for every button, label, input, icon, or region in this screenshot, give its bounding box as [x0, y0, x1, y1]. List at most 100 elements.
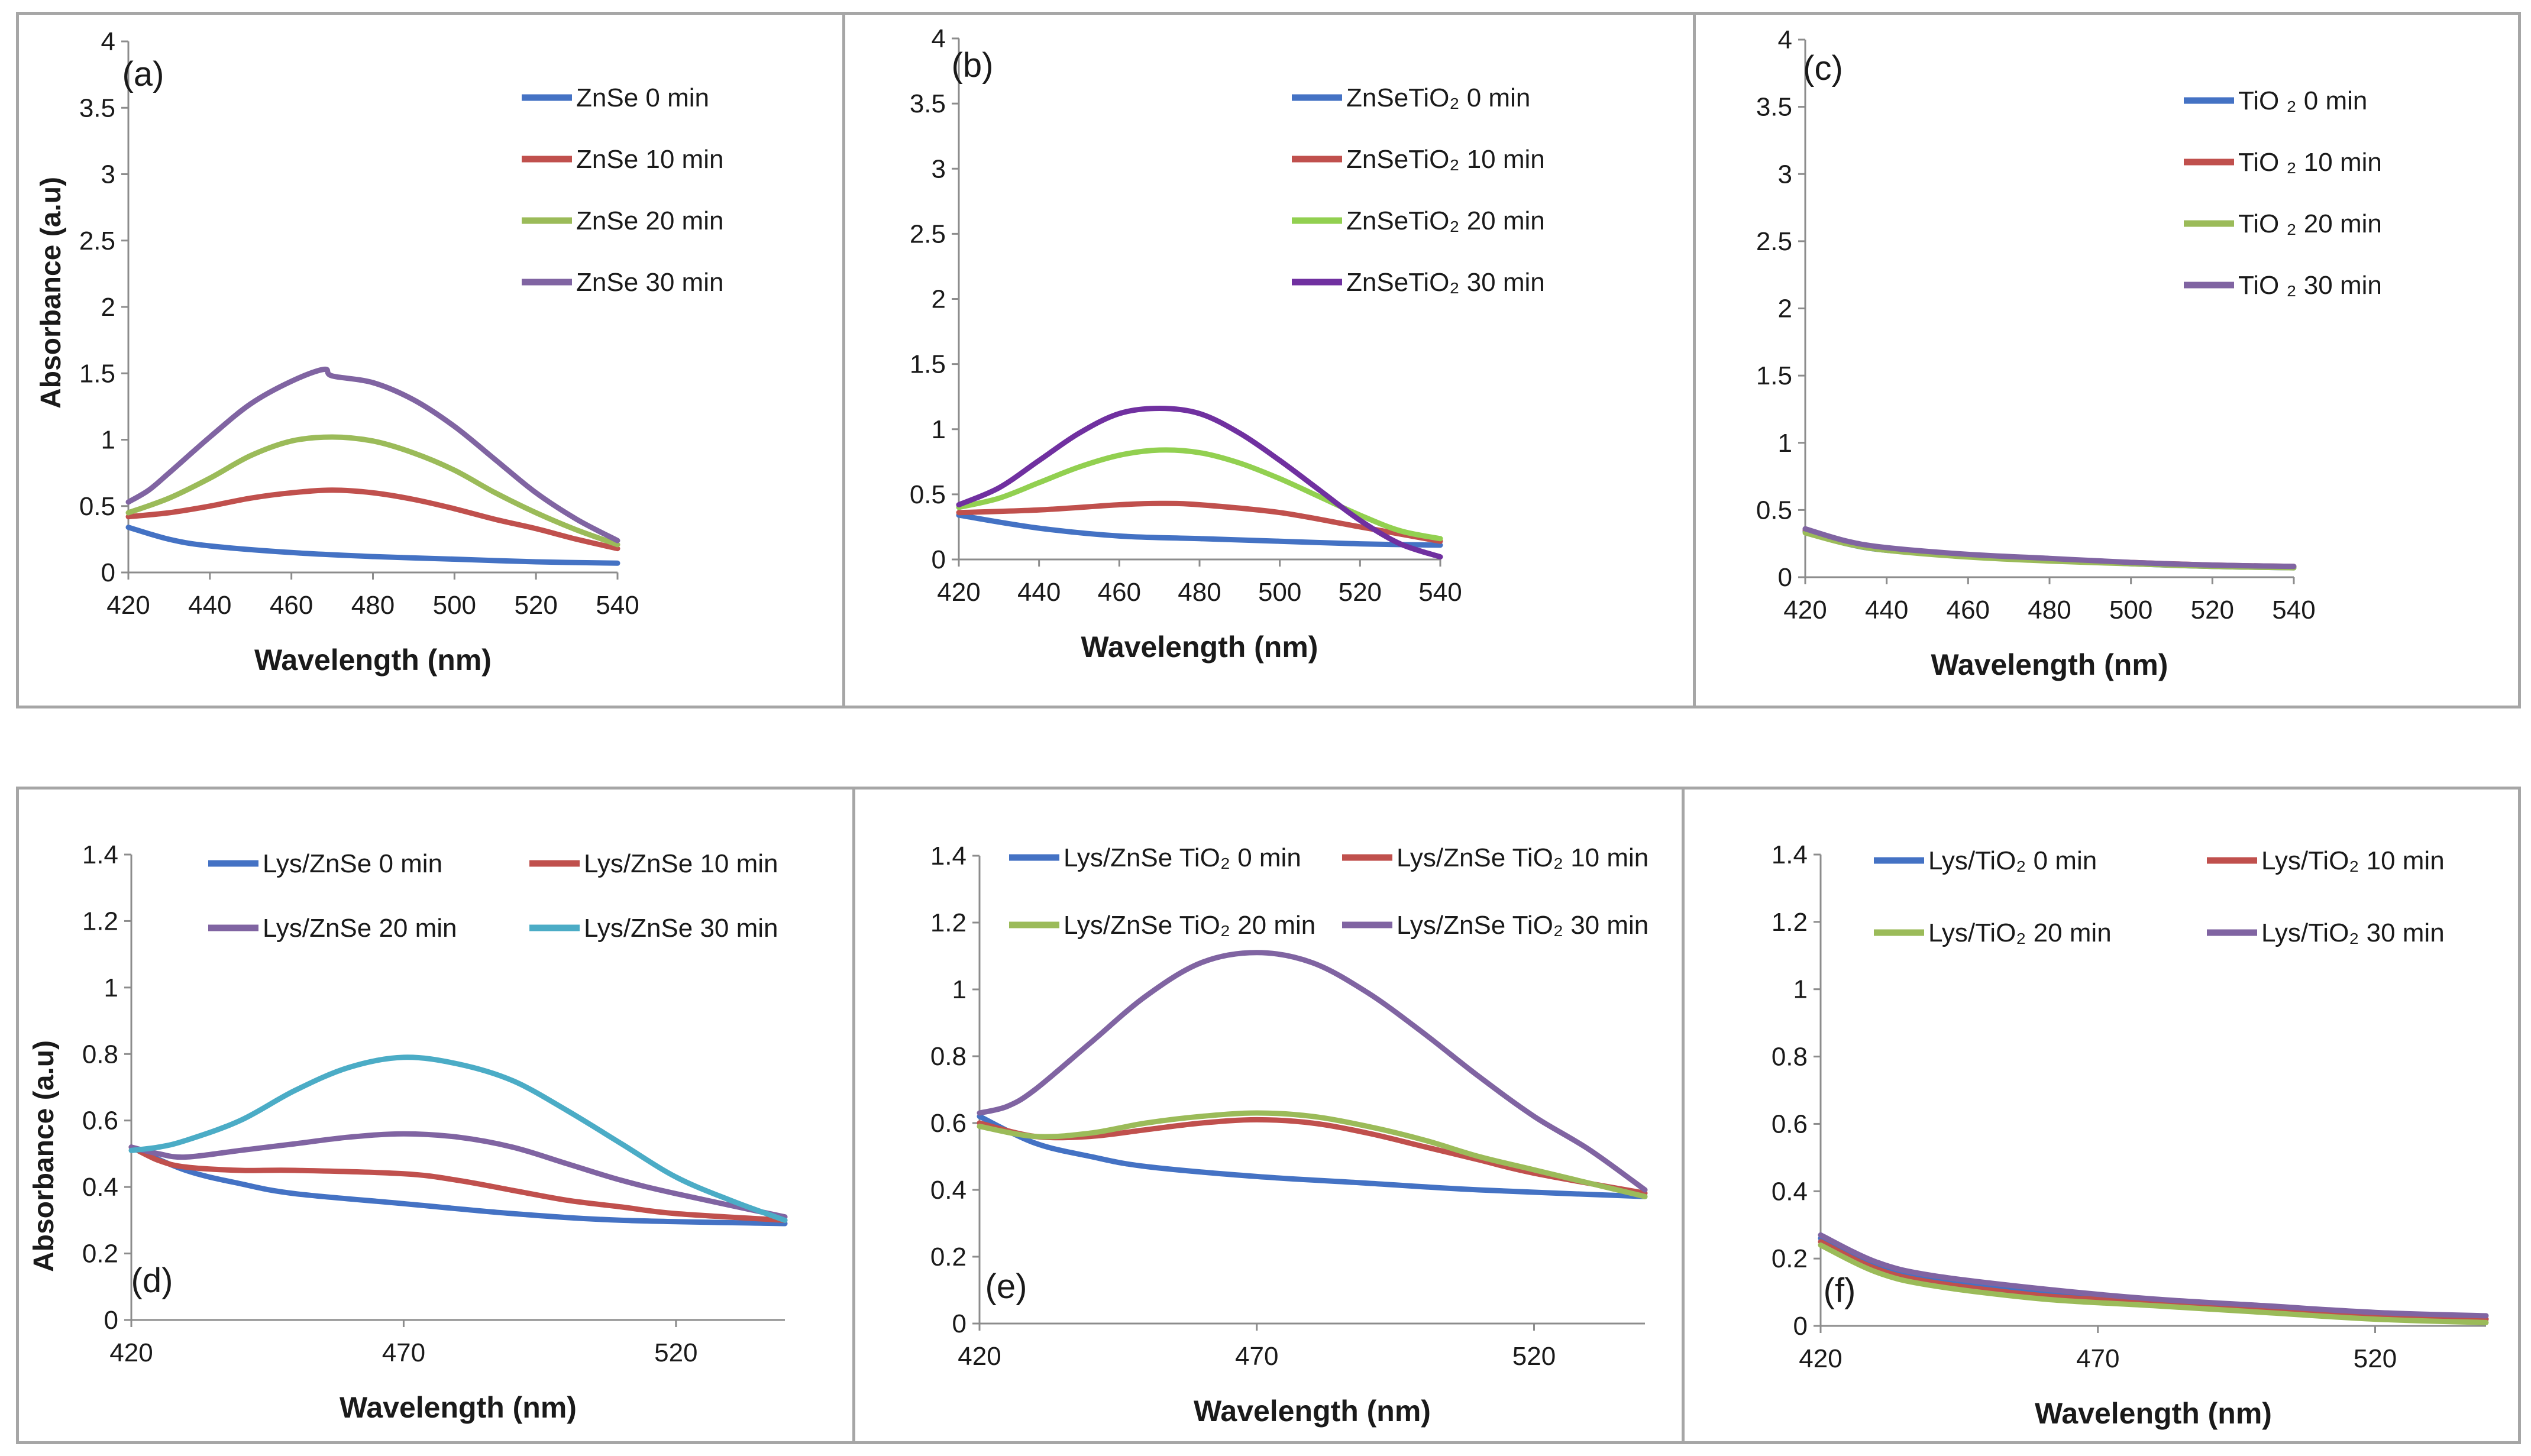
series-line-2 [956, 500, 1443, 544]
y-axis-title: Absorbance (a.u) [28, 1040, 60, 1272]
y-tick-label: 3 [932, 154, 946, 183]
legend-label-2: TiO ₂ 10 min [2238, 148, 2382, 177]
y-tick-label: 1.4 [930, 842, 967, 871]
y-tick-label: 1 [1793, 975, 1808, 1004]
y-tick-label: 0.4 [1772, 1177, 1808, 1206]
y-tick-label: 0.6 [82, 1106, 118, 1135]
y-tick-label: 0.8 [930, 1042, 967, 1071]
legend-label-3: Lys/ZnSe 20 min [263, 914, 457, 943]
chart-panel-d: 0 0.2 0.4 0.6 0.8 1 1.2 1.4 420 470 520 Wavelength … [16, 787, 856, 1444]
series-line-2 [977, 1117, 1648, 1196]
y-tick-label: 1.5 [79, 359, 115, 388]
panel-label: (d) [131, 1261, 173, 1300]
panel-label: (b) [952, 46, 994, 85]
series-line-3 [1802, 530, 2297, 571]
legend-label-2: ZnSeTiO₂ 10 min [1346, 145, 1545, 174]
legend-label-4: ZnSeTiO₂ 30 min [1346, 268, 1545, 297]
panel-label: (c) [1803, 49, 1843, 88]
legend-label-1: TiO ₂ 0 min [2238, 86, 2367, 115]
y-tick-label: 2 [101, 293, 115, 322]
x-axis-title: Wavelength (nm) [1194, 1394, 1431, 1428]
legend-label-3: ZnSe 20 min [576, 206, 723, 235]
legend-label-1: Lys/ZnSe 0 min [263, 849, 442, 878]
y-tick-label: 4 [932, 24, 946, 53]
y-tick-label: 1.5 [910, 350, 946, 379]
series-line-4 [125, 366, 620, 543]
y-tick-label: 1.2 [930, 908, 967, 937]
y-tick-label: 0.5 [910, 480, 946, 509]
x-tick-label: 520 [1339, 578, 1382, 607]
y-tick-label: 2 [932, 285, 946, 314]
y-tick-label: 0.4 [82, 1173, 118, 1202]
x-tick-label: 540 [2272, 596, 2315, 625]
legend-label-3: Lys/TiO₂ 20 min [1928, 918, 2112, 947]
legend-label-4: Lys/ZnSe TiO₂ 30 min [1397, 911, 1648, 940]
x-tick-label: 480 [1178, 578, 1221, 607]
x-axis-title: Wavelength (nm) [1931, 648, 2168, 681]
y-tick-label: 4 [1778, 25, 1792, 54]
chart-svg-b: 0 0.5 1 1.5 2 2.5 3 3.5 4 420 440 460 480 500 520 540 Wa… [910, 24, 1545, 664]
y-tick-label: 4 [101, 27, 115, 56]
y-tick-label: 0 [932, 545, 946, 574]
y-tick-label: 1 [101, 426, 115, 455]
series-line-3 [977, 1110, 1648, 1199]
x-tick-label: 520 [2191, 596, 2234, 625]
x-tick-label: 440 [1017, 578, 1061, 607]
series-line-3 [1818, 1242, 2489, 1325]
y-tick-label: 3.5 [79, 93, 115, 122]
series-line-3 [128, 1131, 788, 1220]
x-tick-label: 540 [596, 591, 639, 620]
legend-label-2: Lys/ZnSe 10 min [584, 849, 778, 878]
chart-svg-c: 0 0.5 1 1.5 2 2.5 3 3.5 4 420 440 460 480 500 520 540 Wa… [1756, 25, 2382, 681]
y-tick-label: 2.5 [79, 227, 115, 255]
x-tick-label: 420 [1783, 596, 1827, 625]
y-tick-label: 1 [104, 973, 118, 1002]
y-tick-label: 0.5 [79, 492, 115, 521]
chart-svg-d: 0 0.2 0.4 0.6 0.8 1 1.2 1.4 420 470 520 Wavelength … [28, 840, 788, 1424]
y-tick-label: 3.5 [910, 89, 946, 118]
series-line-4 [1818, 1232, 2489, 1319]
y-tick-label: 0.2 [930, 1243, 967, 1271]
series-line-4 [956, 406, 1443, 560]
y-tick-label: 3 [101, 160, 115, 189]
legend-label-1: Lys/ZnSe TiO₂ 0 min [1064, 843, 1301, 872]
x-tick-label: 420 [106, 591, 150, 620]
panel-label: (a) [122, 55, 164, 93]
x-tick-label: 520 [654, 1338, 697, 1367]
panel-label: (f) [1824, 1271, 1856, 1310]
y-tick-label: 0.6 [1772, 1109, 1808, 1138]
series-line-1 [977, 1114, 1648, 1199]
y-tick-label: 3.5 [1756, 93, 1792, 122]
y-tick-label: 0 [101, 558, 115, 587]
chart-svg-a: 0 0.5 1 1.5 2 2.5 3 3.5 4 420 440 460 480 500 520 540 Wa… [35, 27, 723, 677]
y-tick-label: 1.2 [82, 907, 118, 936]
y-axis-title: Absorbance (a.u) [35, 177, 67, 409]
x-tick-label: 440 [188, 591, 231, 620]
y-tick-label: 0 [1793, 1312, 1808, 1341]
y-tick-label: 0 [952, 1309, 967, 1338]
legend-label-2: Lys/TiO₂ 10 min [2261, 846, 2445, 875]
x-axis-title: Wavelength (nm) [2035, 1397, 2272, 1430]
chart-svg-f: 0 0.2 0.4 0.6 0.8 1 1.2 1.4 420 470 520 Wavelength … [1772, 840, 2489, 1430]
legend-label-3: ZnSeTiO₂ 20 min [1346, 206, 1545, 235]
x-tick-label: 460 [1947, 596, 1990, 625]
x-tick-label: 480 [351, 591, 395, 620]
series-line-4 [977, 950, 1648, 1193]
y-tick-label: 0.5 [1756, 496, 1792, 525]
y-tick-label: 1 [952, 975, 967, 1004]
y-tick-label: 0.6 [930, 1109, 967, 1138]
legend-label-2: ZnSe 10 min [576, 145, 723, 174]
x-tick-label: 500 [2109, 596, 2152, 625]
x-tick-label: 520 [514, 591, 557, 620]
series-line-1 [956, 512, 1443, 548]
legend-label-1: ZnSe 0 min [576, 83, 709, 112]
x-tick-label: 460 [270, 591, 313, 620]
x-tick-label: 470 [2076, 1344, 2119, 1373]
legend-label-4: Lys/TiO₂ 30 min [2261, 918, 2445, 947]
series-line-4 [1802, 526, 2297, 570]
x-tick-label: 470 [382, 1338, 425, 1367]
x-axis-title: Wavelength (nm) [1081, 630, 1318, 664]
series-line-3 [956, 447, 1443, 542]
y-tick-label: 1.5 [1756, 361, 1792, 390]
panel-label: (e) [985, 1267, 1027, 1306]
